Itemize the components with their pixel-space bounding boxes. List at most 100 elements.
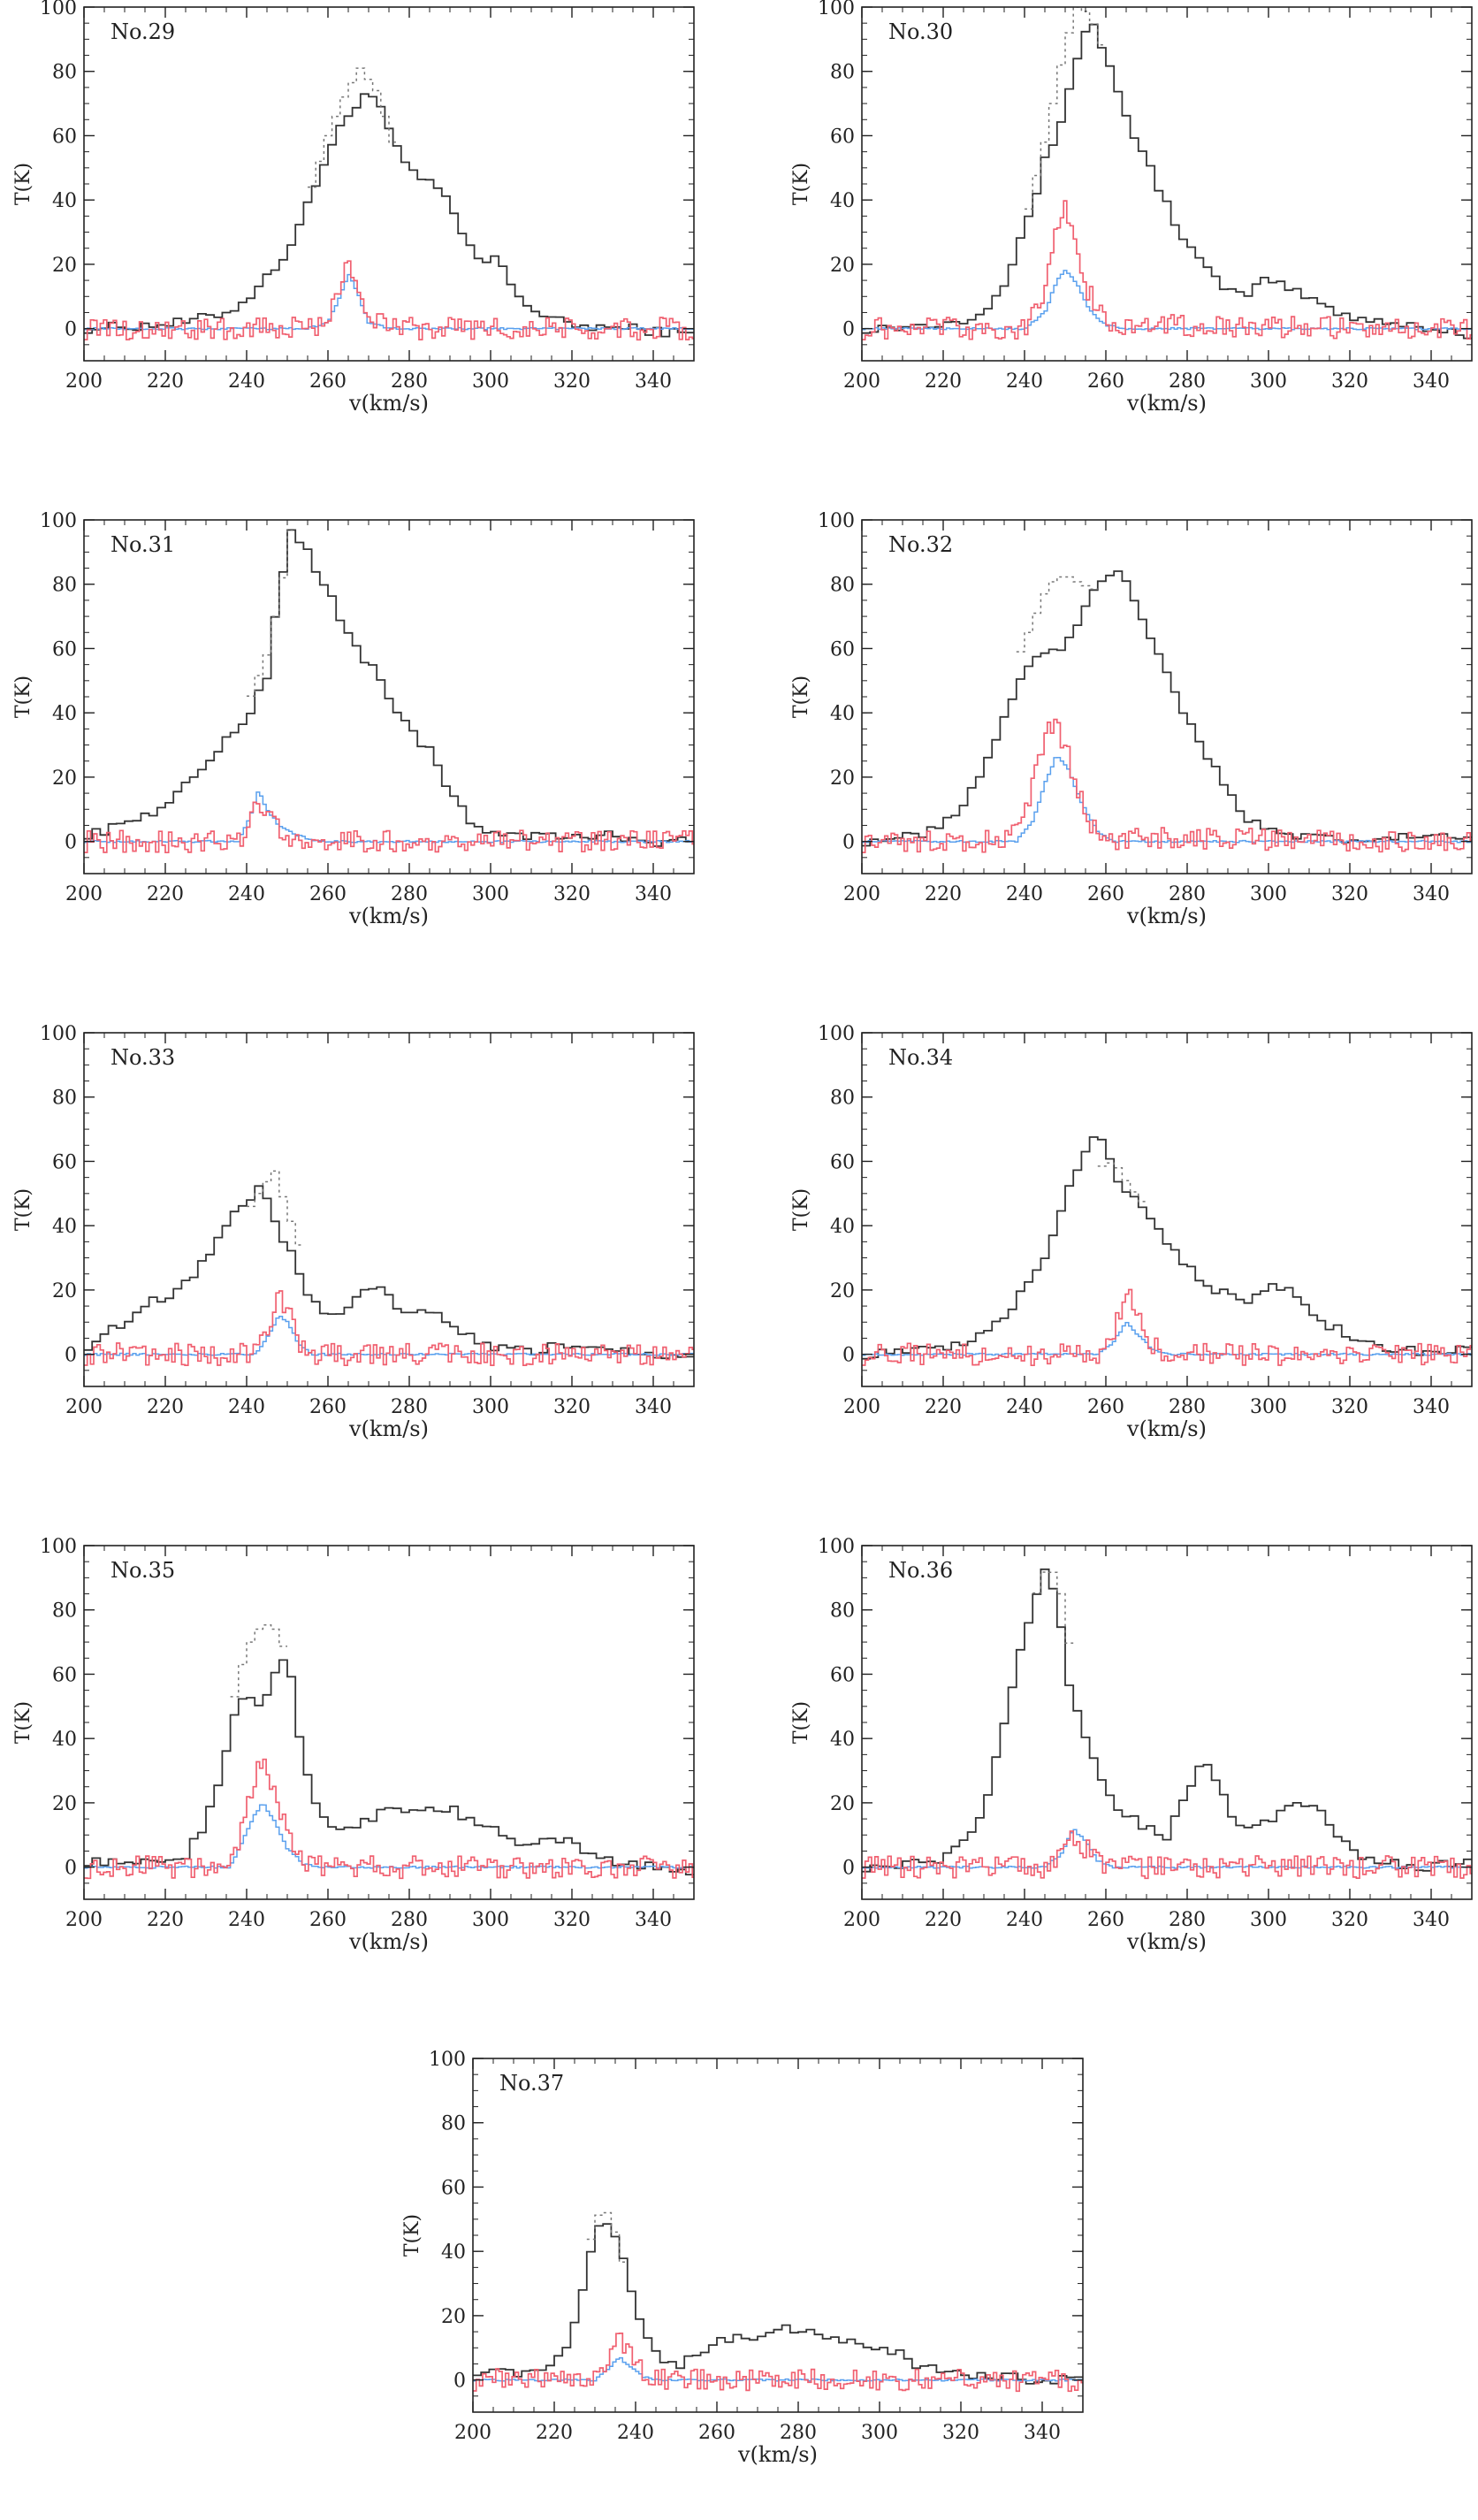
x-tick-label: 300 [1250,1396,1287,1418]
x-tick-label: 220 [925,1909,962,1931]
x-tick-label: 240 [1006,370,1043,393]
x-tick-label: 280 [391,1396,428,1418]
y-tick-label: 20 [830,1793,855,1815]
x-tick-label: 260 [698,2422,735,2444]
series-line-dotted-black [247,1170,304,1246]
x-tick-label: 340 [635,1909,672,1931]
y-tick-label: 100 [40,0,77,19]
x-tick-label: 200 [843,1909,880,1931]
x-tick-label: 260 [309,1396,347,1418]
x-tick-label: 320 [553,370,590,393]
x-axis-label: v(km/s) [348,391,429,416]
plot-area [862,7,1472,340]
x-tick-label: 200 [454,2422,491,2444]
series-line-red [84,1758,694,1880]
x-tick-label: 300 [1250,883,1287,905]
y-tick-label: 40 [52,703,77,725]
y-tick-label: 100 [818,1023,855,1045]
y-axis-label: T(K) [790,1701,812,1744]
y-tick-label: 0 [842,1345,855,1367]
plot-frame [861,6,1473,362]
series-line-dotted-black [247,529,296,698]
x-tick-label: 340 [1413,370,1450,393]
x-axis-label: v(km/s) [1126,1929,1207,1954]
y-axis-label: T(K) [12,1188,34,1231]
series-line-red [862,1288,1472,1367]
y-tick-label: 20 [52,255,77,277]
x-tick-label: 340 [635,1396,672,1418]
y-tick-label: 40 [830,703,855,725]
series-line-solid-black [862,1136,1472,1360]
x-tick-label: 220 [147,370,184,393]
x-tick-label: 260 [1087,1396,1124,1418]
x-tick-label: 200 [843,1396,880,1418]
y-tick-label: 0 [842,832,855,854]
y-tick-label: 80 [52,575,77,597]
series-line-dotted-black [1016,576,1098,653]
y-tick-label: 20 [830,1280,855,1302]
x-tick-label: 260 [309,883,347,905]
chart-panel: 200 220 240 260 280 300 320 340 0 20 40 60 80 100 No.3… [790,510,1473,928]
x-tick-label: 300 [1250,1909,1287,1931]
series-line-red [862,1830,1472,1880]
chart-panel: 200 220 240 260 280 300 320 340 0 20 40 60 80 100 No.3… [790,0,1473,416]
series-line-dotted-black [586,2211,628,2264]
series-line-solid-black [862,570,1472,847]
x-tick-label: 200 [65,370,103,393]
x-axis-label: v(km/s) [348,1417,429,1441]
plot-area [84,1623,694,1880]
y-tick-label: 60 [830,1151,855,1173]
x-tick-label: 240 [228,883,265,905]
y-tick-label: 40 [52,1729,77,1751]
x-tick-label: 260 [1087,1909,1124,1931]
y-tick-label: 60 [52,1664,77,1686]
series-line-blue [473,2356,1083,2382]
series-line-red [84,1290,694,1367]
plot-area [473,2211,1083,2393]
x-tick-label: 320 [942,2422,979,2444]
x-tick-label: 220 [925,883,962,905]
panel-title: No.36 [888,1558,953,1583]
x-tick-label: 320 [1331,1909,1368,1931]
x-tick-label: 220 [536,2422,573,2444]
x-tick-label: 320 [553,883,590,905]
x-tick-label: 200 [843,883,880,905]
x-tick-label: 260 [1087,370,1124,393]
y-tick-label: 100 [40,1023,77,1045]
x-tick-label: 280 [391,370,428,393]
y-tick-label: 0 [65,1858,77,1880]
y-tick-label: 100 [40,1536,77,1558]
series-line-dotted-black [1032,1571,1074,1645]
y-tick-label: 100 [818,510,855,532]
x-axis-label: v(km/s) [1126,1417,1207,1441]
panel-title: No.31 [110,532,175,557]
x-tick-label: 320 [1331,1396,1368,1418]
x-tick-label: 300 [1250,370,1287,393]
plot-area [862,1568,1472,1880]
y-tick-label: 40 [830,1216,855,1238]
x-tick-label: 200 [65,1909,103,1931]
x-tick-label: 260 [1087,883,1124,905]
x-tick-label: 280 [391,1909,428,1931]
x-tick-label: 340 [1024,2422,1061,2444]
y-axis-label: T(K) [401,2214,423,2257]
x-tick-label: 320 [1331,883,1368,905]
x-tick-label: 280 [391,883,428,905]
chart-panel: 200 220 240 260 280 300 320 340 0 20 40 60 80 100 No.3… [790,1536,1473,1954]
x-tick-label: 340 [1413,1396,1450,1418]
y-tick-label: 0 [842,1858,855,1880]
x-tick-label: 300 [861,2422,898,2444]
plot-frame [472,2058,1084,2413]
x-tick-label: 240 [617,2422,654,2444]
plot-area [862,570,1472,853]
y-tick-label: 100 [818,1536,855,1558]
chart-panel: 200 220 240 260 280 300 320 340 0 20 40 60 80 100 No.3… [401,2049,1084,2467]
series-line-solid-black [862,23,1472,340]
plot-frame [861,519,1473,874]
chart-panel: 200 220 240 260 280 300 320 340 0 20 40 60 80 100 No.3… [12,1536,695,1954]
plot-frame [83,1032,695,1387]
series-line-solid-black [84,529,694,847]
series-line-red [862,200,1472,340]
panel-title: No.32 [888,532,953,557]
